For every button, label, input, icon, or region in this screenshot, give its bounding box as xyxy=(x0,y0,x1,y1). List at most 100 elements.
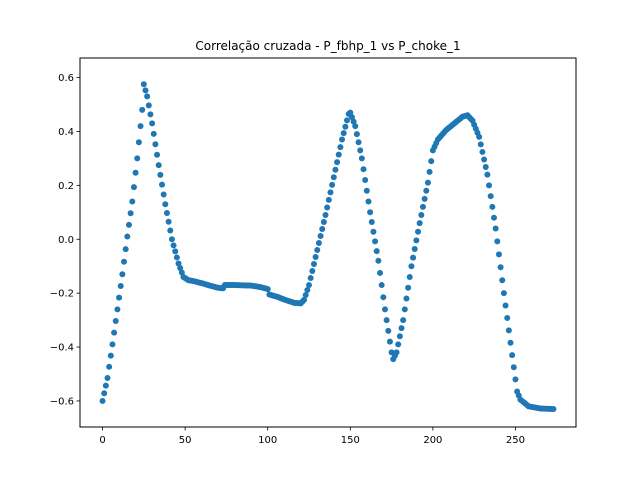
data-point xyxy=(154,151,161,158)
data-point xyxy=(144,93,151,100)
data-point xyxy=(383,317,390,324)
data-point xyxy=(112,318,119,324)
data-point xyxy=(127,210,134,217)
data-point xyxy=(373,248,380,255)
data-point xyxy=(386,338,393,345)
data-point xyxy=(403,295,410,302)
data-point xyxy=(132,169,139,176)
data-point xyxy=(101,390,108,397)
data-point xyxy=(309,268,316,275)
data-point xyxy=(426,168,433,175)
data-point xyxy=(130,184,137,191)
data-point xyxy=(340,130,347,137)
y-tick-label: 0.2 xyxy=(58,181,74,192)
x-tick-label: 250 xyxy=(506,435,525,446)
data-point xyxy=(421,195,428,202)
data-point xyxy=(418,212,425,218)
data-point xyxy=(107,352,114,359)
data-point xyxy=(320,219,327,226)
data-point xyxy=(355,139,362,146)
data-point xyxy=(362,176,369,183)
data-point xyxy=(170,242,177,249)
data-point xyxy=(152,141,159,148)
data-point xyxy=(317,233,324,240)
y-axis: −0.6 −0.4 −0.2 0.0 0.2 0.4 0.6 xyxy=(50,73,80,407)
data-point xyxy=(410,254,417,261)
data-point xyxy=(310,261,317,268)
data-point xyxy=(385,327,392,334)
data-point xyxy=(139,106,146,113)
data-point xyxy=(104,375,111,382)
data-point xyxy=(479,148,486,155)
data-point xyxy=(111,329,118,336)
data-point xyxy=(381,306,388,313)
data-point xyxy=(482,164,489,171)
data-point xyxy=(302,291,309,298)
data-point xyxy=(334,159,341,166)
data-point xyxy=(122,246,129,253)
data-point xyxy=(306,282,313,289)
data-point xyxy=(509,352,516,359)
data-point xyxy=(398,325,405,332)
data-point xyxy=(121,258,128,265)
data-point xyxy=(490,214,497,221)
chart-title: Correlação cruzada - P_fbhp_1 vs P_choke… xyxy=(195,39,460,53)
data-point xyxy=(157,171,164,178)
data-point xyxy=(343,117,350,124)
y-tick-label: 0.4 xyxy=(58,127,74,138)
data-point xyxy=(408,263,415,270)
data-point xyxy=(337,144,344,151)
data-point xyxy=(173,254,180,261)
data-point xyxy=(304,287,311,293)
data-point xyxy=(342,123,349,130)
data-point xyxy=(372,238,379,245)
data-point xyxy=(358,155,365,162)
data-point xyxy=(301,296,308,303)
data-point xyxy=(499,277,506,284)
data-point xyxy=(119,271,126,278)
data-point xyxy=(99,397,106,404)
data-point xyxy=(400,317,407,324)
data-point xyxy=(168,236,175,243)
data-point xyxy=(312,254,319,261)
data-point xyxy=(413,237,420,244)
y-tick-label: −0.2 xyxy=(50,289,74,300)
data-point xyxy=(147,111,154,118)
x-tick-label: 0 xyxy=(99,435,105,446)
y-tick-label: −0.4 xyxy=(50,343,74,354)
data-point xyxy=(401,306,408,313)
data-point xyxy=(102,382,109,389)
data-point xyxy=(487,193,494,200)
data-point xyxy=(159,181,166,188)
data-point xyxy=(494,238,501,245)
data-point xyxy=(167,227,174,234)
data-point xyxy=(416,220,423,227)
data-point xyxy=(106,363,113,370)
x-tick-label: 200 xyxy=(423,435,442,446)
data-point xyxy=(476,133,483,140)
data-point xyxy=(368,219,375,226)
data-point xyxy=(330,174,337,181)
data-point xyxy=(492,225,499,232)
data-point xyxy=(486,182,493,189)
data-point xyxy=(428,158,435,165)
data-point xyxy=(319,226,326,233)
data-point xyxy=(129,198,136,205)
data-point xyxy=(142,87,149,94)
data-point xyxy=(150,130,157,137)
data-point xyxy=(550,406,557,413)
data-point xyxy=(502,302,509,309)
data-point xyxy=(314,247,321,254)
data-point xyxy=(124,233,131,240)
x-tick-label: 150 xyxy=(341,435,360,446)
data-point xyxy=(380,294,387,301)
data-point xyxy=(411,245,418,252)
data-point xyxy=(116,294,123,301)
data-point xyxy=(322,212,329,218)
data-point xyxy=(495,251,502,258)
data-point xyxy=(406,273,413,280)
data-point xyxy=(497,264,504,271)
data-point xyxy=(335,151,342,158)
data-point xyxy=(114,306,121,313)
